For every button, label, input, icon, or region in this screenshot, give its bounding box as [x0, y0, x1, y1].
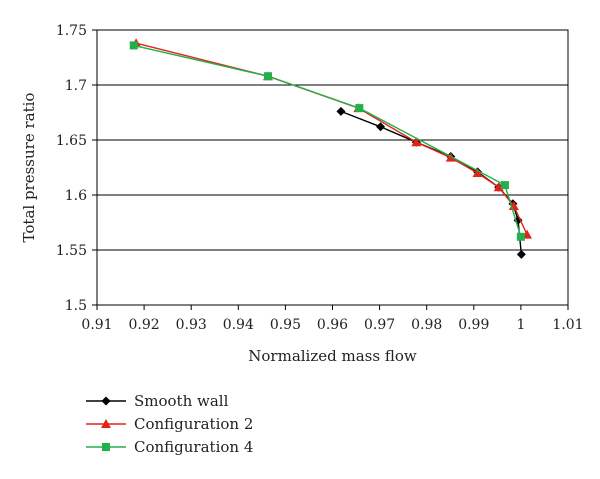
series-line — [133, 44, 522, 238]
plot-area-frame — [96, 29, 569, 306]
legend-item: Configuration 2 — [86, 415, 253, 433]
data-point — [355, 104, 364, 113]
legend-label: Configuration 4 — [134, 438, 253, 456]
x-tick-label: 0.93 — [176, 317, 207, 333]
data-point — [263, 72, 272, 81]
legend-marker — [101, 419, 111, 428]
x-tick-label: 1 — [516, 317, 525, 333]
data-point — [472, 168, 483, 177]
series-line — [135, 42, 528, 235]
x-tick-label: 1.01 — [552, 317, 583, 333]
grid-lines — [97, 29, 568, 306]
x-axis-ticks: 0.91 0.92 0.93 0.94 0.95 0.96 0.97 0.98 0.99 1 1.0… — [81, 305, 584, 333]
data-point — [516, 249, 526, 259]
data-point — [411, 137, 422, 147]
data-point — [376, 122, 386, 132]
y-tick-label: 1.6 — [65, 188, 87, 204]
legend-label: Configuration 2 — [134, 415, 253, 433]
legend-marker — [101, 396, 111, 406]
x-axis-title: Normalized mass flow — [248, 347, 417, 365]
data-point — [500, 181, 509, 190]
x-tick-label: 0.94 — [223, 317, 254, 333]
y-tick-label: 1.7 — [65, 78, 87, 94]
series-layer — [129, 38, 533, 259]
y-tick-label: 1.5 — [65, 298, 87, 314]
y-axis-ticks: 1.5 1.55 1.6 1.65 1.7 1.75 — [56, 23, 97, 314]
series-0 — [336, 106, 526, 259]
data-point — [516, 232, 525, 241]
data-point — [129, 41, 138, 50]
y-tick-label: 1.75 — [56, 23, 87, 39]
legend: Smooth wall Configuration 2 Configuration … — [86, 392, 253, 456]
legend-label: Smooth wall — [134, 392, 229, 410]
x-tick-label: 0.92 — [129, 317, 160, 333]
legend-marker — [102, 443, 110, 451]
y-tick-label: 1.65 — [56, 133, 87, 149]
x-tick-label: 0.97 — [364, 317, 395, 333]
y-tick-label: 1.55 — [56, 243, 87, 259]
x-tick-label: 0.96 — [317, 317, 348, 333]
x-tick-label: 0.99 — [458, 317, 489, 333]
series-1 — [131, 38, 533, 239]
data-point — [336, 106, 346, 116]
y-axis-title: Total pressure ratio — [20, 93, 38, 243]
x-tick-label: 0.91 — [81, 317, 112, 333]
series-line — [340, 110, 523, 255]
x-tick-label: 0.95 — [270, 317, 301, 333]
legend-item: Smooth wall — [86, 392, 229, 410]
legend-item: Configuration 4 — [86, 438, 253, 456]
series-2 — [129, 41, 525, 241]
x-tick-label: 0.98 — [411, 317, 442, 333]
